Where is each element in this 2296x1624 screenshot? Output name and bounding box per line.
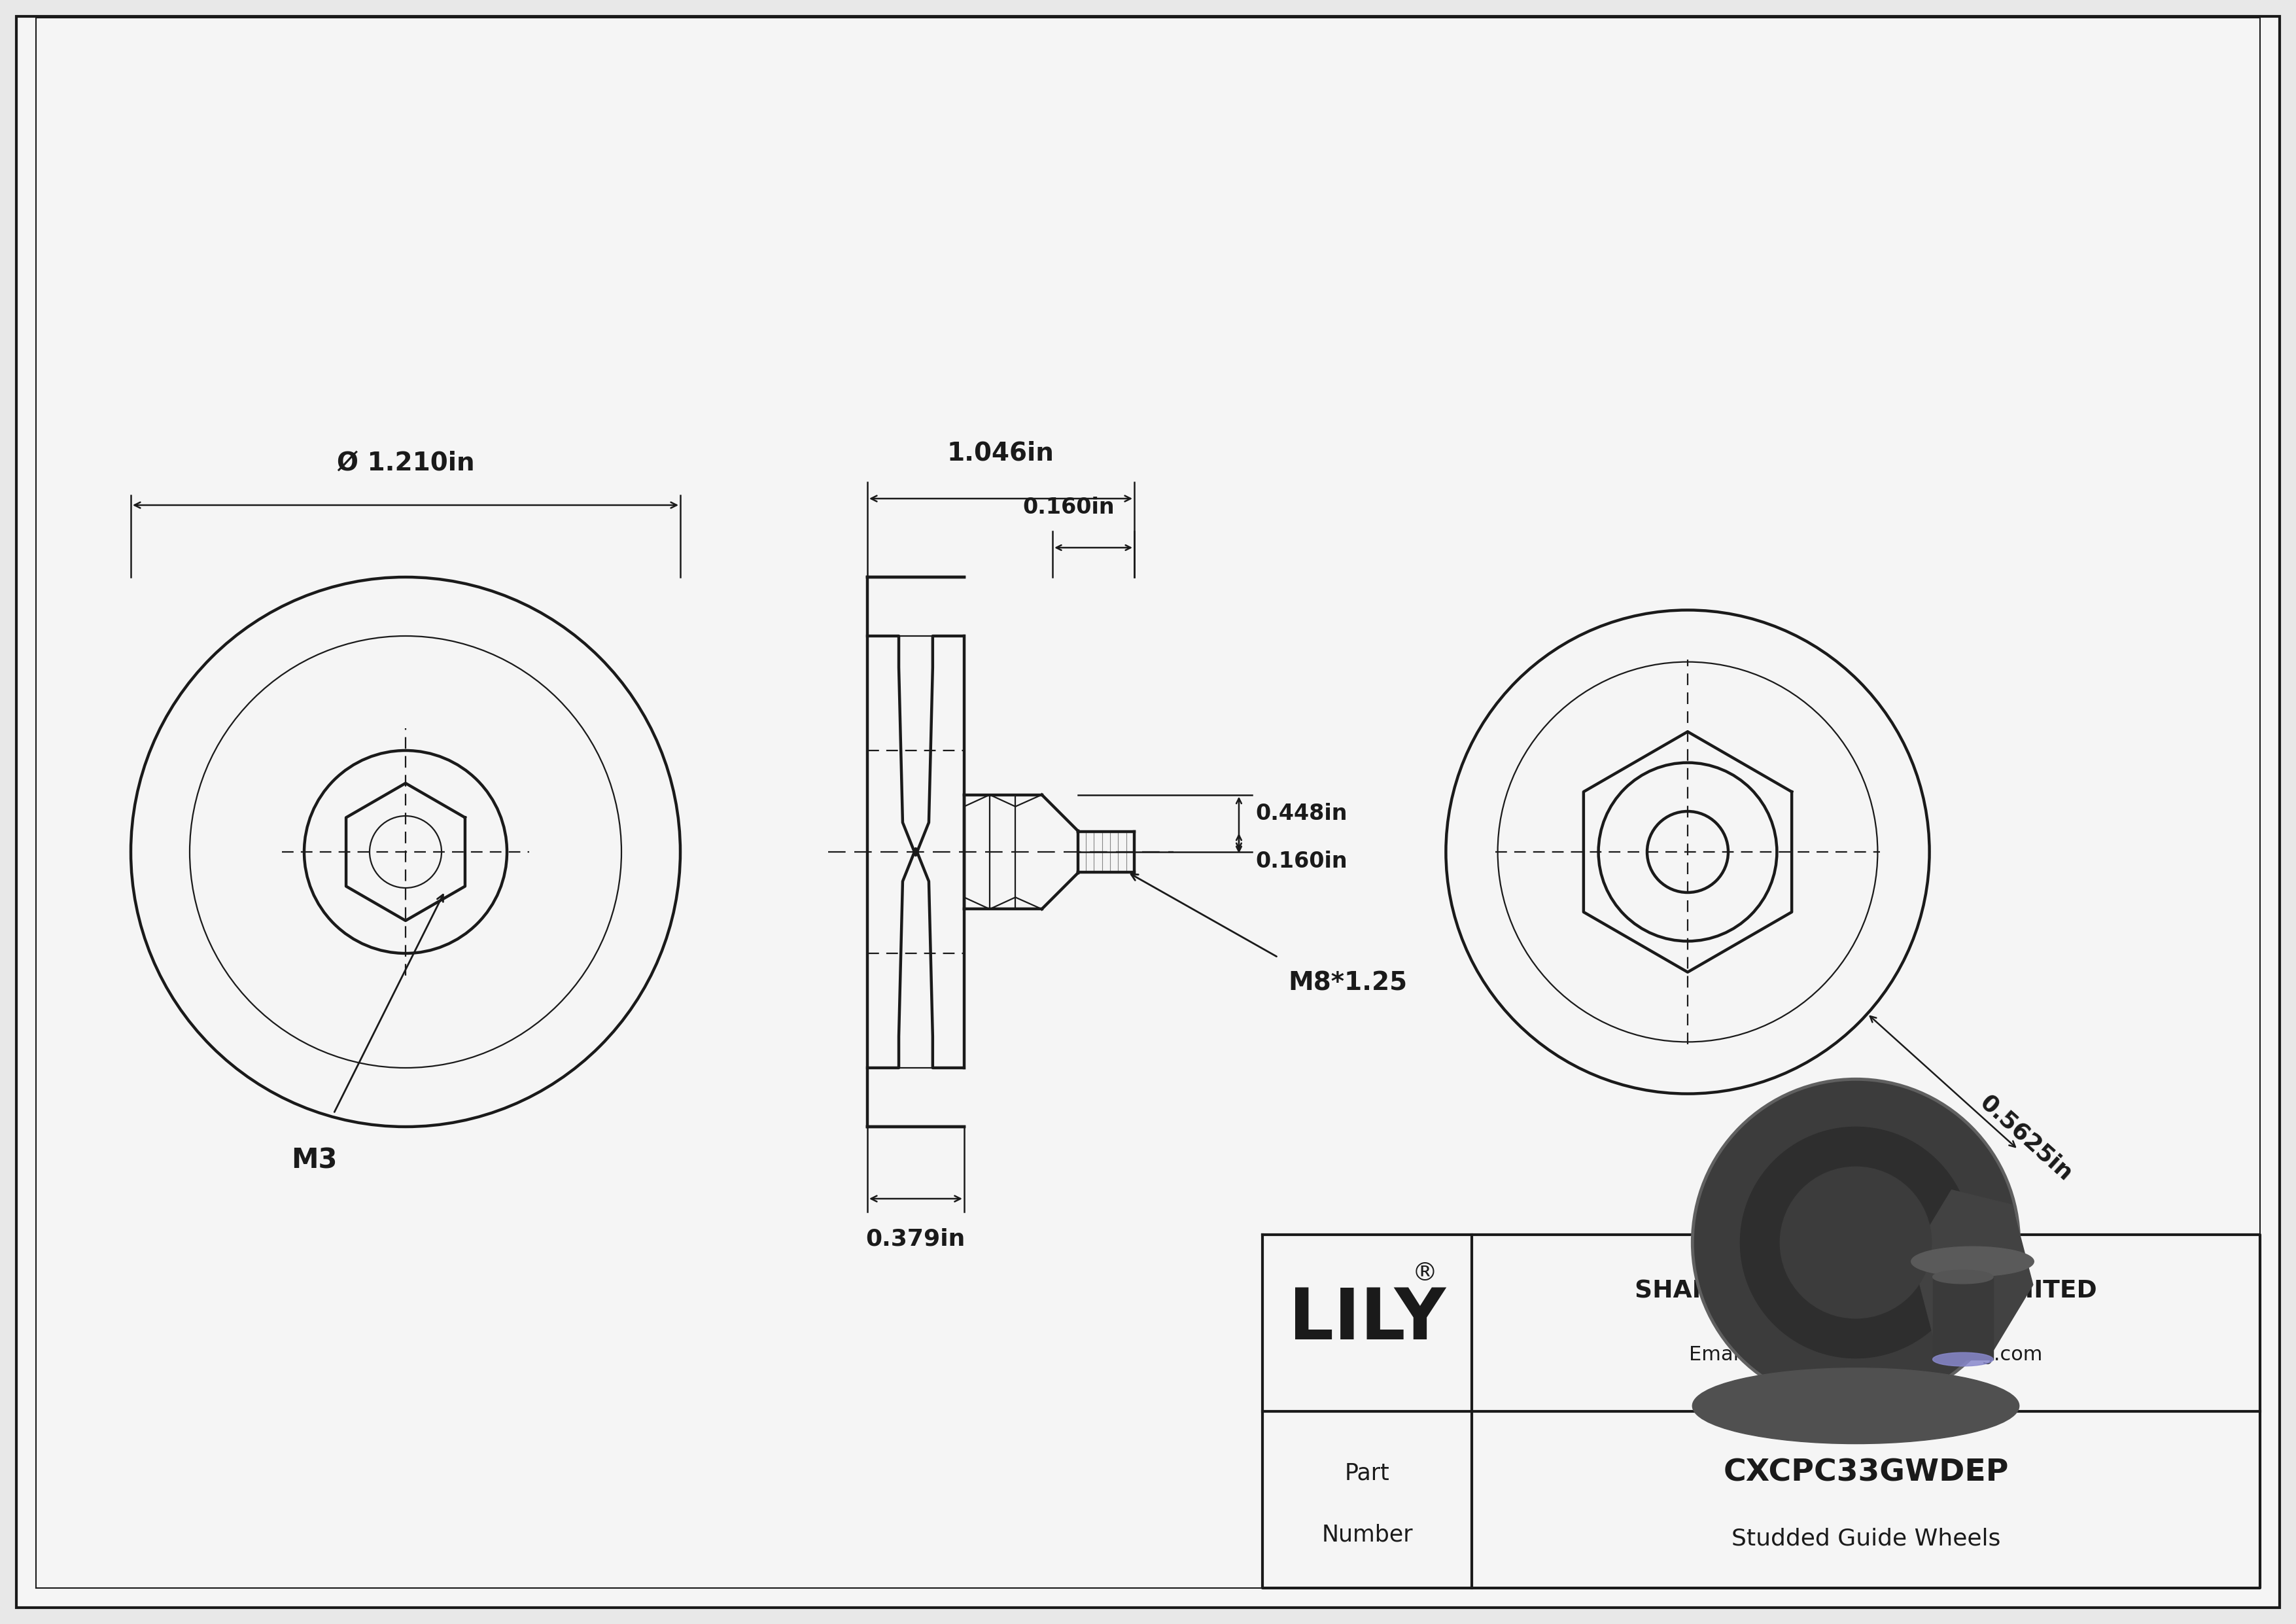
Text: 0.379in: 0.379in (866, 1228, 967, 1250)
Text: ®: ® (1412, 1262, 1437, 1286)
Text: 0.160in: 0.160in (1256, 851, 1348, 872)
Ellipse shape (1933, 1353, 1993, 1366)
Ellipse shape (1933, 1270, 1993, 1283)
Text: M8*1.25: M8*1.25 (1288, 971, 1407, 996)
Text: 0.160in: 0.160in (1022, 497, 1114, 518)
Ellipse shape (1910, 1247, 2034, 1276)
Circle shape (1779, 1166, 1931, 1319)
Text: M3: M3 (292, 1147, 338, 1174)
Text: Email: lilybearing@lily-bearing.com: Email: lilybearing@lily-bearing.com (1690, 1345, 2043, 1364)
Text: Ø 1.210in: Ø 1.210in (338, 451, 475, 476)
Text: Number: Number (1322, 1523, 1412, 1546)
Circle shape (1692, 1080, 2018, 1406)
Text: 0.5625in: 0.5625in (1975, 1091, 2076, 1186)
Text: CXCPC33GWDEP: CXCPC33GWDEP (1722, 1458, 2009, 1488)
Text: 0.448in: 0.448in (1256, 802, 1348, 825)
Text: Studded Guide Wheels: Studded Guide Wheels (1731, 1528, 2000, 1549)
Circle shape (1740, 1127, 1972, 1358)
Text: Part: Part (1345, 1462, 1389, 1484)
Ellipse shape (1692, 1367, 2018, 1444)
Text: LILY: LILY (1288, 1285, 1446, 1354)
Text: 1.046in: 1.046in (948, 442, 1054, 466)
Bar (1933, 1276, 1993, 1359)
Polygon shape (1913, 1190, 2032, 1350)
Text: SHANGHAI LILY BEARING LIMITED: SHANGHAI LILY BEARING LIMITED (1635, 1280, 2096, 1302)
